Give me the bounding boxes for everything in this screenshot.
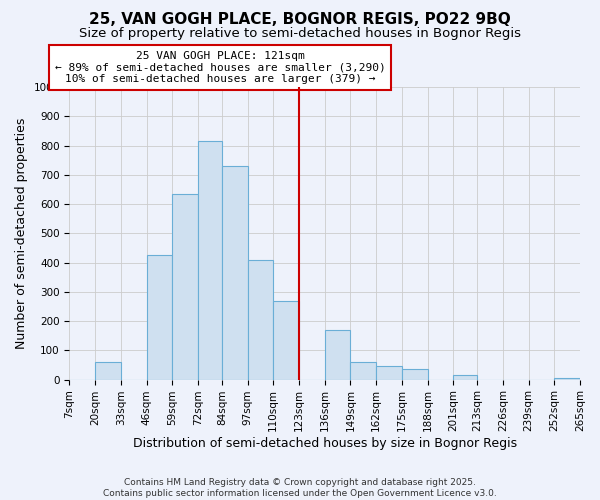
Bar <box>273 300 299 380</box>
Bar <box>222 166 248 380</box>
Bar <box>325 330 350 380</box>
Bar <box>454 375 477 380</box>
Bar <box>146 256 172 380</box>
Bar <box>172 194 198 380</box>
Bar <box>95 362 121 380</box>
Y-axis label: Number of semi-detached properties: Number of semi-detached properties <box>15 118 28 349</box>
Bar <box>376 366 402 380</box>
Text: Size of property relative to semi-detached houses in Bognor Regis: Size of property relative to semi-detach… <box>79 28 521 40</box>
Text: Contains HM Land Registry data © Crown copyright and database right 2025.
Contai: Contains HM Land Registry data © Crown c… <box>103 478 497 498</box>
Bar <box>248 260 273 380</box>
X-axis label: Distribution of semi-detached houses by size in Bognor Regis: Distribution of semi-detached houses by … <box>133 437 517 450</box>
Bar <box>402 370 428 380</box>
Text: 25, VAN GOGH PLACE, BOGNOR REGIS, PO22 9BQ: 25, VAN GOGH PLACE, BOGNOR REGIS, PO22 9… <box>89 12 511 28</box>
Bar <box>198 141 222 380</box>
Bar <box>350 362 376 380</box>
Bar <box>554 378 580 380</box>
Text: 25 VAN GOGH PLACE: 121sqm
← 89% of semi-detached houses are smaller (3,290)
10% : 25 VAN GOGH PLACE: 121sqm ← 89% of semi-… <box>55 51 385 84</box>
